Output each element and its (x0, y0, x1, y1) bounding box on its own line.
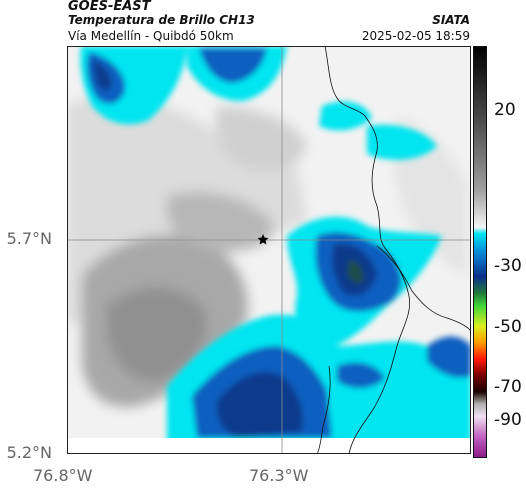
colorbar-tick-minus90: -90 (494, 410, 522, 430)
longitude-label-right: 76.3°W (249, 466, 309, 485)
reference-star-icon (257, 234, 269, 245)
colorbar-tick-minus50: -50 (494, 317, 522, 337)
reference-crosshair (67, 46, 471, 454)
latitude-label-bottom: 5.2°N (6, 443, 52, 462)
satellite-imagery-map (67, 46, 471, 454)
latitude-label-top: 5.7°N (6, 229, 52, 248)
borders (316, 46, 471, 454)
longitude-label-left: 76.8°W (33, 466, 93, 485)
map-frame (67, 46, 471, 454)
colorbar-tick-20: 20 (494, 100, 516, 120)
timestamp-label: 2025-02-05 18:59 (361, 29, 470, 43)
colorbar-tick-minus70: -70 (494, 377, 522, 397)
product-title: Temperatura de Brillo CH13 (68, 13, 255, 27)
location-label: Vía Medellín - Quibdó 50km (68, 29, 234, 43)
colorbar-tick-minus30: -30 (494, 256, 522, 276)
organization-label: SIATA (432, 13, 470, 27)
temperature-colorbar (473, 46, 487, 458)
no-data-strip (67, 438, 471, 454)
cold-cloud-regions (80, 46, 471, 454)
satellite-name: GOES-EAST (68, 0, 151, 14)
